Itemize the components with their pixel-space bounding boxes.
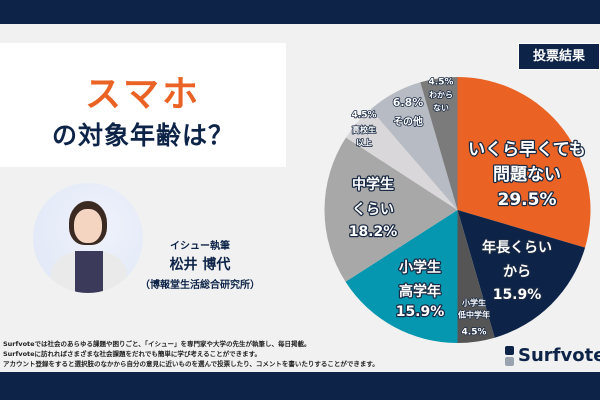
- logo-text: Surfvote: [518, 345, 600, 366]
- footer-text: Surfvoteでは社会のあらゆる課題や困りごと、「イシュー」を専門家や大学の先…: [3, 339, 379, 369]
- slice-value-label: 15.9%: [396, 304, 445, 320]
- slice-label: 以上: [356, 138, 372, 148]
- slice-label: その他: [393, 115, 423, 128]
- footer-line: アカウント登録をすると選択肢のなかから自分の意見に近いものを選んで投票したり、コ…: [3, 360, 379, 368]
- slice-value-label: 6.8%: [393, 96, 424, 109]
- pie-slice: [345, 210, 458, 343]
- pie-slice: [457, 210, 495, 343]
- slice-label: 中学生: [352, 176, 394, 193]
- logo-mark-icon: [505, 345, 514, 366]
- slice-label: 小学生: [461, 298, 486, 308]
- slice-value-label: 4.5%: [352, 111, 377, 121]
- title-main: スマホ: [85, 74, 201, 115]
- slice-value-label: 15.9%: [493, 287, 542, 303]
- surfvote-logo: Surfvote: [505, 345, 600, 366]
- title-sub: の対象年齢は？: [51, 121, 234, 150]
- slice-label: 高校生: [352, 125, 376, 135]
- author-info: イシュー執筆 松井 博代 （博報堂生活総合研究所）: [140, 237, 260, 291]
- slice-value-label: 4.5%: [429, 78, 454, 88]
- pie-slice: [370, 82, 458, 210]
- slice-value-label: 18.2%: [349, 224, 398, 240]
- slice-label: 小学生: [399, 259, 441, 276]
- bottom-bar: [0, 372, 600, 400]
- slice-label: 低中学年: [457, 310, 490, 320]
- footer-line: Surfvoteでは社会のあらゆる課題や困りごと、「イシュー」を専門家や大学の先…: [3, 340, 311, 348]
- vote-results-badge: 投票結果: [518, 43, 600, 70]
- slice-label: ない: [433, 104, 449, 113]
- slice-label: 高学年: [399, 283, 441, 300]
- pie-slice: [457, 77, 591, 248]
- author-org: （博報堂生活総合研究所）: [140, 280, 260, 291]
- pie-slice: [324, 137, 458, 282]
- author-role: イシュー執筆: [170, 241, 230, 252]
- slice-label: わから: [429, 91, 453, 100]
- slice-label: 問題ない: [493, 165, 561, 185]
- title-box: スマホ の対象年齢は？: [0, 43, 286, 167]
- pie-slice: [345, 109, 458, 210]
- slice-value-label: 29.5%: [498, 190, 557, 210]
- top-bar: [0, 0, 600, 24]
- author-name: 松井 博代: [169, 257, 231, 273]
- pie-slice: [457, 210, 586, 338]
- slice-label: いくら早くても: [468, 140, 586, 160]
- slice-label: 年長くらい: [482, 239, 552, 256]
- slice-label: くらい: [352, 202, 394, 218]
- pie-slice: [420, 77, 458, 210]
- slice-value-label: 4.5%: [462, 328, 487, 338]
- footer-line: Surfvoteに訪れればさまざまな社会課題をだれでも簡単に学び考えることができ…: [3, 350, 262, 358]
- author-photo: [33, 183, 143, 293]
- slice-label: から: [503, 264, 531, 280]
